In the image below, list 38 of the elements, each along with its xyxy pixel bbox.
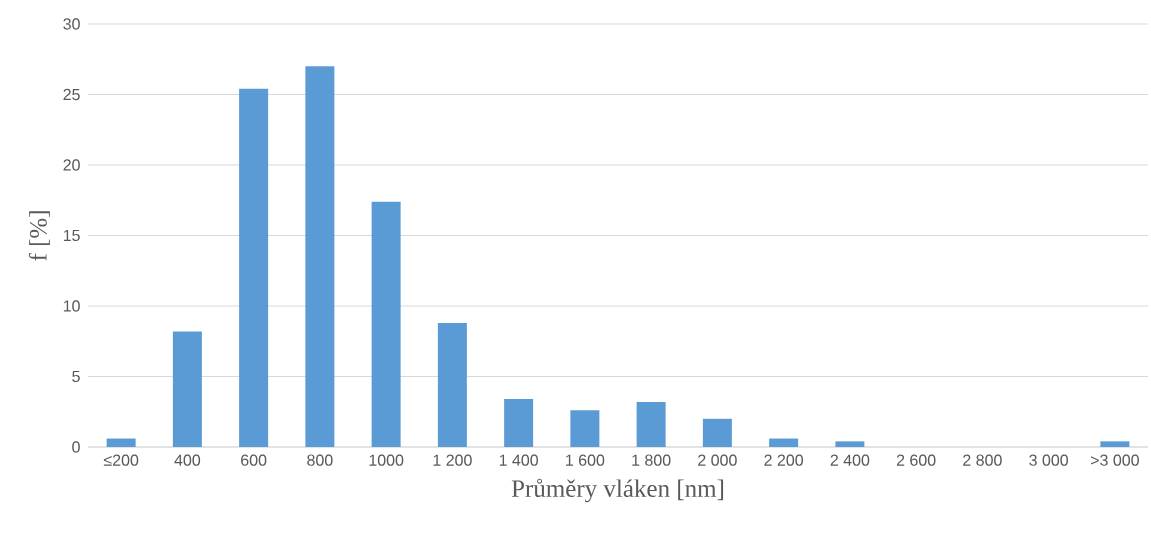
y-tick-label: 20 bbox=[63, 159, 80, 171]
bar bbox=[239, 88, 269, 447]
bar bbox=[504, 399, 534, 447]
bar bbox=[1100, 441, 1130, 447]
bar bbox=[636, 401, 666, 447]
x-tick-label: 800 bbox=[307, 454, 333, 466]
y-axis-title: f [%] bbox=[28, 211, 50, 261]
y-tick-label: 25 bbox=[63, 88, 80, 101]
x-tick-label: 600 bbox=[241, 454, 267, 466]
x-tick-label: 2 600 bbox=[896, 454, 936, 466]
y-tick-label: 30 bbox=[63, 18, 80, 30]
x-tick-label: 2 000 bbox=[698, 454, 737, 466]
x-tick-label: 1 800 bbox=[632, 454, 671, 466]
x-tick-label: 1000 bbox=[369, 454, 404, 466]
y-tick-label: 10 bbox=[63, 300, 80, 312]
x-tick-label: 2 400 bbox=[830, 454, 870, 466]
bar bbox=[305, 66, 335, 447]
x-tick-label: 1 400 bbox=[499, 454, 539, 466]
x-tick-label: 400 bbox=[174, 454, 201, 466]
bar bbox=[172, 331, 202, 447]
x-tick-label: 1 600 bbox=[566, 454, 605, 466]
bar bbox=[769, 438, 799, 447]
x-tick-label: ≤200 bbox=[103, 454, 139, 466]
y-tick-label: 5 bbox=[72, 370, 80, 383]
bar bbox=[702, 418, 732, 447]
bar bbox=[106, 438, 136, 447]
bar bbox=[437, 322, 467, 447]
x-tick-label: >3 000 bbox=[1090, 454, 1139, 466]
y-tick-label: 15 bbox=[63, 229, 80, 242]
bar bbox=[371, 201, 401, 447]
bar bbox=[570, 410, 600, 447]
x-tick-label: 3 000 bbox=[1029, 454, 1069, 466]
y-tick-label: 0 bbox=[72, 441, 80, 453]
x-axis-title: Průměry vláken [nm] bbox=[511, 478, 724, 503]
bar bbox=[835, 441, 865, 447]
x-tick-label: 2 200 bbox=[764, 454, 804, 466]
x-tick-label: 1 200 bbox=[433, 454, 472, 466]
x-tick-label: 2 800 bbox=[963, 454, 1002, 466]
